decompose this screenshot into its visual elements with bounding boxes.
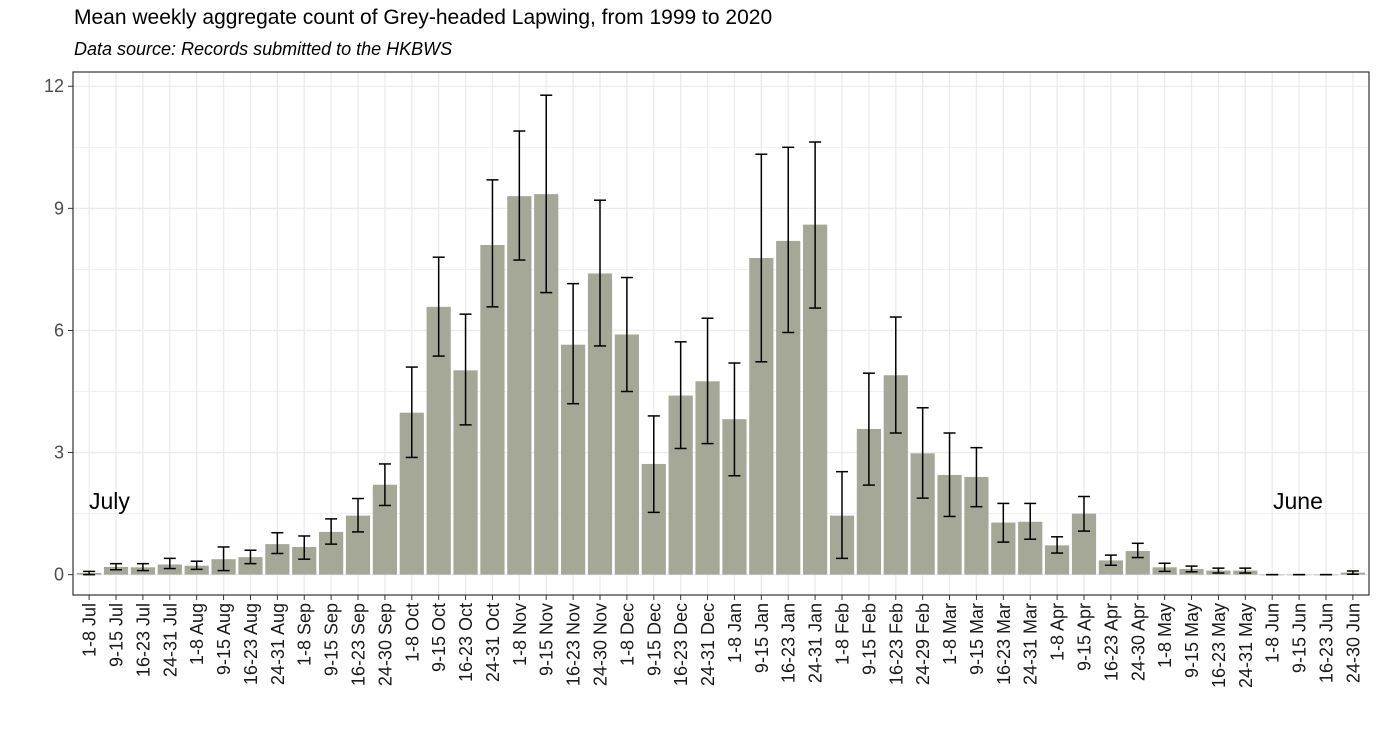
x-tick-label: 16-23 Mar bbox=[994, 603, 1014, 685]
error-bars bbox=[83, 94, 1359, 576]
x-tick-label: 9-15 Dec bbox=[644, 603, 664, 676]
x-tick-label: 24-31 Jan bbox=[806, 603, 826, 683]
x-tick-label: 9-15 Sep bbox=[322, 603, 342, 676]
x-tick-label: 1-8 Aug bbox=[187, 603, 207, 665]
x-tick-label: 16-23 Nov bbox=[564, 603, 584, 686]
y-tick-label: 3 bbox=[54, 443, 64, 463]
plot-border bbox=[72, 71, 1370, 596]
y-tick-label: 6 bbox=[54, 320, 64, 340]
x-tick-label: 9-15 Jun bbox=[1290, 603, 1310, 673]
bar bbox=[184, 565, 209, 575]
x-tick-label: 1-8 Jan bbox=[725, 603, 745, 663]
x-tick-label: 9-15 Aug bbox=[214, 603, 234, 675]
x-tick-label: 9-15 Oct bbox=[429, 603, 449, 672]
x-tick-label: 9-15 Feb bbox=[859, 603, 879, 675]
x-tick-label: 16-23 May bbox=[1209, 603, 1229, 688]
x-tick-label: 1-8 Sep bbox=[295, 603, 315, 666]
x-tick-label: 24-31 Aug bbox=[268, 603, 288, 685]
x-tick-label: 16-23 Dec bbox=[671, 603, 691, 686]
x-tick-label: 9-15 Jan bbox=[752, 603, 772, 673]
x-tick-label: 16-23 Feb bbox=[886, 603, 906, 685]
x-tick-label: 1-8 Mar bbox=[940, 603, 960, 665]
x-tick-label: 1-8 Apr bbox=[1048, 603, 1068, 661]
x-tick-label: 1-8 Oct bbox=[402, 603, 422, 662]
annotation-june: June bbox=[1273, 488, 1323, 514]
x-tick-label: 24-30 Apr bbox=[1128, 603, 1148, 681]
x-tick-label: 1-8 Feb bbox=[832, 603, 852, 665]
x-tick-label: 1-8 May bbox=[1155, 603, 1175, 668]
x-tick-label: 1-8 Jul bbox=[80, 603, 100, 657]
x-tick-label: 24-30 Nov bbox=[591, 603, 611, 686]
bar bbox=[1125, 551, 1150, 575]
x-tick-label: 1-8 Dec bbox=[617, 603, 637, 666]
x-tick-label: 1-8 Jun bbox=[1263, 603, 1283, 663]
bar bbox=[238, 557, 263, 575]
x-tick-label: 24-31 Mar bbox=[1021, 603, 1041, 685]
x-tick-label: 24-31 Dec bbox=[698, 603, 718, 686]
x-tick-label: 16-23 Aug bbox=[241, 603, 261, 685]
x-tick-label: 24-30 Sep bbox=[375, 603, 395, 686]
chart-subtitle: Data source: Records submitted to the HK… bbox=[74, 39, 453, 59]
bars bbox=[77, 194, 1365, 576]
chart-title: Mean weekly aggregate count of Grey-head… bbox=[74, 6, 773, 29]
x-tick-label: 16-23 Sep bbox=[349, 603, 369, 686]
axes: 0 3 6 9 12 1-8 Jul 9-15 Jul 16-23 Jul 24-31 Jul 1… bbox=[44, 76, 1363, 688]
x-tick-label: 24-29 Feb bbox=[913, 603, 933, 685]
x-tick-label: 24-31 Jul bbox=[160, 603, 180, 677]
x-tick-label: 1-8 Nov bbox=[510, 603, 530, 666]
y-tick-label: 12 bbox=[44, 76, 64, 96]
x-tick-label: 16-23 Jul bbox=[133, 603, 153, 677]
x-tick-label: 24-31 Oct bbox=[483, 603, 503, 682]
bar bbox=[1098, 560, 1123, 575]
x-tick-label: 16-23 Jun bbox=[1316, 603, 1336, 683]
y-tick-label: 9 bbox=[54, 198, 64, 218]
annotation-july: July bbox=[89, 488, 130, 514]
x-tick-label: 24-31 May bbox=[1236, 603, 1256, 688]
x-tick-label: 16-23 Jan bbox=[779, 603, 799, 683]
x-tick-label: 9-15 May bbox=[1182, 603, 1202, 678]
bar bbox=[157, 564, 182, 575]
bar bbox=[103, 566, 129, 575]
x-tick-label: 9-15 Nov bbox=[537, 603, 557, 676]
x-tick-label: 9-15 Jul bbox=[107, 603, 127, 667]
x-tick-label: 16-23 Oct bbox=[456, 603, 476, 682]
x-tick-label: 16-23 Apr bbox=[1101, 603, 1121, 681]
plot-panel bbox=[73, 72, 1369, 595]
x-tick-label: 9-15 Apr bbox=[1074, 603, 1094, 671]
y-tick-label: 0 bbox=[54, 565, 64, 585]
x-tick-label: 9-15 Mar bbox=[967, 603, 987, 675]
x-tick-label: 24-30 Jun bbox=[1343, 603, 1363, 683]
